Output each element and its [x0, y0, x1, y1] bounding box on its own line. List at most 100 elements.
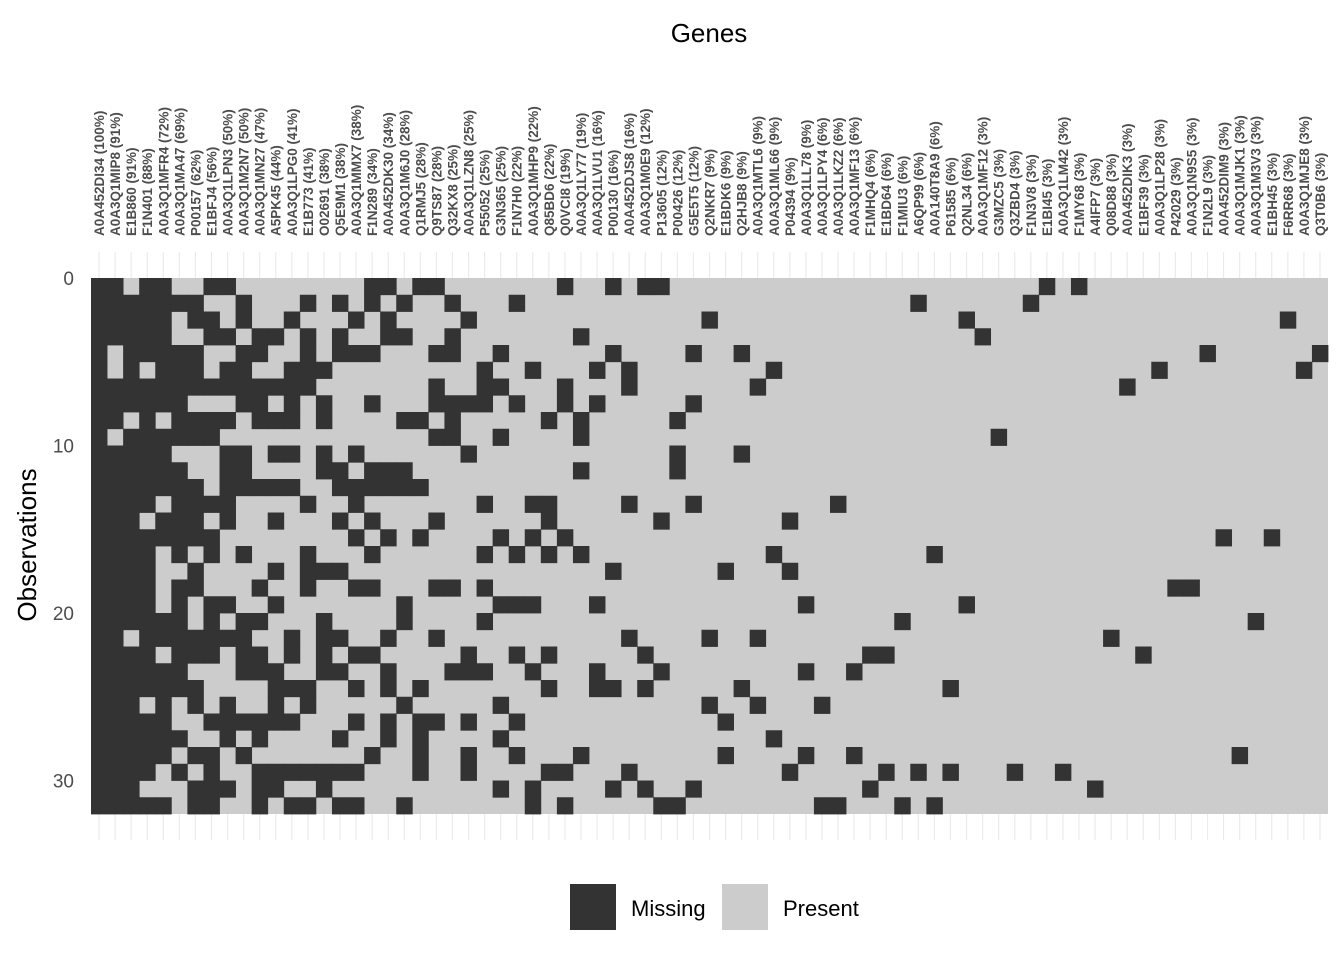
y-axis-title: Observations [12, 468, 42, 621]
missing-cell [155, 361, 172, 379]
missing-cell [171, 663, 188, 681]
gene-label: P13605 (12%) [654, 150, 669, 236]
missing-cell [267, 445, 285, 463]
missing-cell [251, 663, 269, 681]
missing-cell [171, 646, 188, 664]
missing-cell [155, 747, 172, 765]
missing-cell [396, 412, 413, 430]
missing-cell [364, 294, 381, 312]
missing-cell [155, 328, 172, 346]
missing-cell [444, 428, 461, 446]
missing-cell [171, 395, 188, 413]
missing-cell [91, 445, 108, 463]
missing-cell [235, 646, 253, 664]
missing-cell [1054, 763, 1072, 781]
missing-cell [155, 311, 172, 329]
missing-cell [219, 479, 236, 497]
missing-cell [171, 428, 188, 446]
missing-cell [380, 479, 397, 497]
missing-cell [428, 378, 445, 396]
missing-cell [364, 579, 381, 597]
missing-cell [91, 345, 108, 363]
missing-cell [460, 663, 477, 681]
missing-cell [299, 495, 317, 513]
gene-label: Q1RMJ5 (28%) [413, 142, 428, 236]
missing-cell [123, 579, 140, 597]
missing-cell [412, 278, 429, 296]
gene-label: F1N7H0 (22%) [510, 146, 525, 236]
missing-cell [267, 562, 285, 580]
missing-cell [187, 680, 204, 698]
missing-cell [829, 495, 847, 513]
gene-label: A0A3Q1LY77 (19%) [574, 113, 589, 236]
missing-cell [91, 680, 108, 698]
missing-cell [331, 294, 349, 312]
missing-cell [171, 763, 188, 781]
missing-cell [412, 529, 429, 547]
missing-cell [1119, 378, 1136, 396]
missing-cell [107, 713, 124, 731]
missing-cell [203, 797, 220, 815]
legend-label-present: Present [783, 896, 859, 921]
missing-cell [123, 529, 140, 547]
y-tick-labels: 0 10 20 30 [53, 269, 74, 793]
gene-label: P61585 (6%) [943, 157, 958, 236]
missing-cell [348, 479, 365, 497]
missing-cell [219, 328, 236, 346]
missing-cell [219, 462, 236, 480]
missing-cell [123, 713, 140, 731]
y-tick-label: 30 [53, 772, 74, 793]
missing-cell [862, 646, 879, 664]
missing-cell [123, 663, 140, 681]
missing-cell [653, 512, 670, 530]
missing-cell [508, 713, 526, 731]
missing-cell [556, 378, 574, 396]
missing-cell [926, 546, 943, 564]
missing-cell [556, 763, 574, 781]
gene-label: A0A3Q1LZN8 (25%) [462, 110, 477, 236]
legend-label-missing: Missing [631, 896, 706, 921]
missing-cell [396, 479, 413, 497]
missing-cell [331, 462, 349, 480]
missing-cell [1151, 361, 1168, 379]
missing-cell [203, 713, 220, 731]
missing-cell [444, 395, 461, 413]
missing-cell [283, 797, 301, 815]
missing-cell [235, 294, 253, 312]
missing-cell [701, 696, 718, 714]
missing-cell [139, 462, 156, 480]
missing-cell [589, 663, 606, 681]
missing-cell [396, 613, 413, 631]
missing-cell [107, 763, 124, 781]
missing-cell [749, 378, 767, 396]
missing-cell [267, 680, 285, 698]
gene-label: G3MZC5 (3%) [992, 149, 1007, 236]
missing-cell [283, 680, 301, 698]
missing-cell [155, 462, 172, 480]
gene-label: Q3T0B6 (3%) [1313, 153, 1328, 236]
missing-cell [524, 596, 542, 614]
gene-label: A0A452DJS8 (16%) [622, 113, 637, 236]
missing-cell [91, 629, 108, 647]
missing-cell [460, 395, 477, 413]
missing-cell [107, 445, 124, 463]
gene-label: P00426 (12%) [670, 150, 685, 236]
missing-cell [91, 428, 108, 446]
missing-cell [123, 361, 140, 379]
gene-label: F1N401 (88%) [140, 148, 155, 236]
missing-cell [653, 278, 670, 296]
missing-cell [283, 311, 301, 329]
missing-cell [765, 730, 783, 748]
missing-cell [187, 629, 204, 647]
missing-cell [91, 579, 108, 597]
missing-cell [428, 278, 445, 296]
missing-cell [797, 663, 815, 681]
missing-cell [492, 596, 510, 614]
missing-cell [107, 546, 124, 564]
missing-cell [589, 395, 606, 413]
missing-cell [139, 278, 156, 296]
missing-cell [589, 680, 606, 698]
missing-cell [203, 328, 220, 346]
missing-cell [91, 495, 108, 513]
missing-cell [315, 646, 333, 664]
